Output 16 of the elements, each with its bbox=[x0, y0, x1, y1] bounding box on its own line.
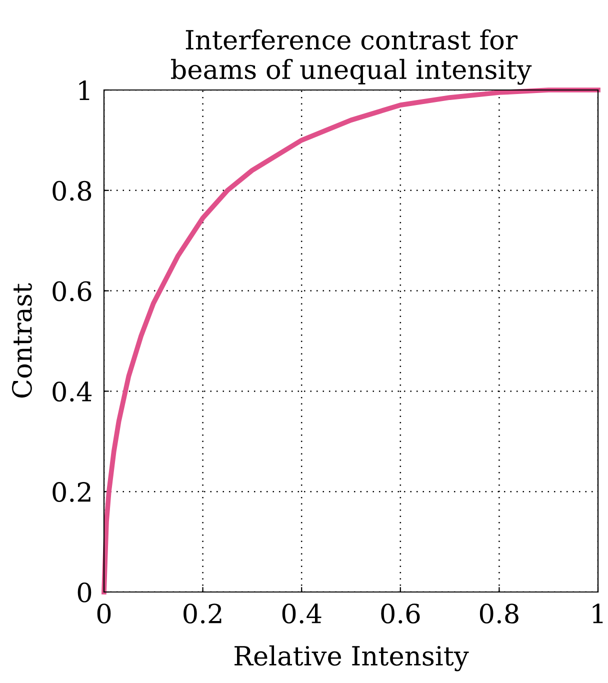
line-series bbox=[102, 88, 600, 594]
y-tick-label: 0.6 bbox=[52, 281, 92, 302]
x-tick-label: 0.2 bbox=[184, 604, 222, 624]
y-tick-label: 0.4 bbox=[52, 382, 92, 402]
x-tick-label: 1 bbox=[592, 604, 603, 624]
x-tick-label: 0.4 bbox=[282, 604, 322, 624]
y-tick-label: 0 bbox=[78, 582, 92, 602]
y-tick-label: 0.2 bbox=[52, 482, 90, 502]
y-tick-label: 1 bbox=[79, 80, 90, 100]
x-tick-label: 0.8 bbox=[480, 604, 518, 624]
x-tick-label: 0 bbox=[97, 604, 111, 624]
x-axis-title: Relative Intensity bbox=[234, 645, 469, 672]
y-tick-label: 0.8 bbox=[52, 180, 92, 201]
y-axis-title: Contrast bbox=[12, 283, 32, 398]
chart-title: Interference contrast for beams of unequal intensity bbox=[171, 29, 532, 85]
x-tick-label: 0.6 bbox=[381, 604, 420, 624]
